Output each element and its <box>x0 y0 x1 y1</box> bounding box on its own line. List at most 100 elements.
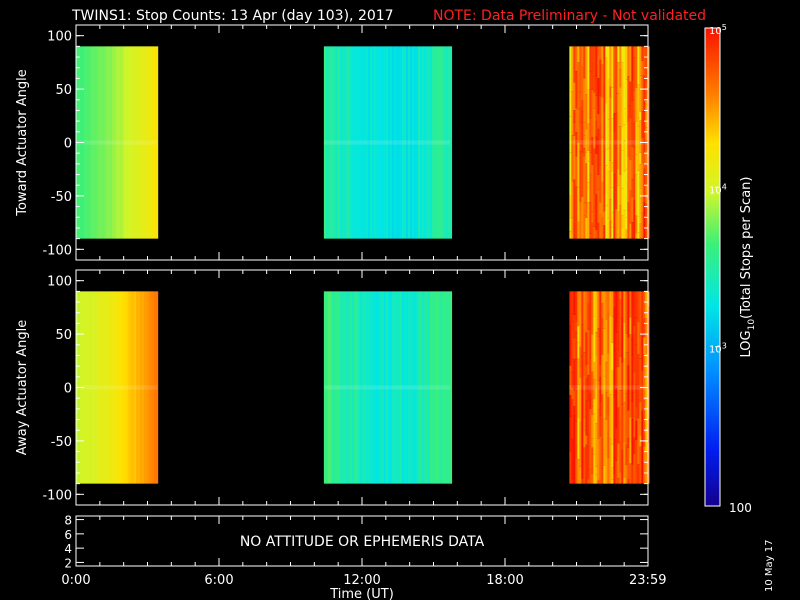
colorbar-tick-label: 100 <box>729 501 752 515</box>
colorbar-cell <box>705 214 720 217</box>
heatmap-cell <box>323 291 327 484</box>
heatmap-cell <box>643 215 646 225</box>
colorbar-cell <box>705 94 720 97</box>
heatmap-cell <box>641 291 644 337</box>
heatmap-cell <box>575 186 578 220</box>
heatmap-block <box>569 46 650 239</box>
colorbar-cell <box>705 274 720 277</box>
heatmap-cell <box>605 482 608 484</box>
colorbar-cell <box>705 40 720 43</box>
heatmap-cell <box>427 46 431 239</box>
heatmap-cell <box>327 46 331 239</box>
heatmap-cell <box>573 46 576 83</box>
heatmap-cell <box>569 152 572 196</box>
colorbar-cell <box>705 328 720 331</box>
heatmap-cell <box>643 291 646 319</box>
heatmap-cell <box>569 451 572 484</box>
heatmap-cell <box>627 352 630 366</box>
colorbar-cell <box>705 114 720 117</box>
heatmap-cell <box>417 46 421 239</box>
heatmap-cell <box>591 473 594 484</box>
heatmap-cell <box>581 111 584 153</box>
heatmap-cell <box>611 46 614 88</box>
heatmap-cell <box>569 218 572 232</box>
heatmap-cell <box>581 100 584 112</box>
heatmap-cell <box>613 473 616 484</box>
heatmap-cell <box>569 416 572 452</box>
colorbar-cell <box>705 196 720 199</box>
colorbar-cell <box>705 276 720 279</box>
heatmap-cell <box>639 312 642 359</box>
y-tick-label: -50 <box>51 435 72 450</box>
heatmap-cell <box>609 46 612 87</box>
heatmap-cell <box>605 291 608 320</box>
colorbar-cell <box>705 504 720 507</box>
heatmap-cell <box>347 291 351 484</box>
heatmap-cell <box>605 392 608 421</box>
heatmap-cell <box>397 46 401 239</box>
heatmap-cell <box>595 332 598 356</box>
colorbar-cell <box>705 36 720 39</box>
colorbar-cell <box>705 238 720 241</box>
heatmap-cell <box>323 46 327 239</box>
colorbar-cell <box>705 452 720 455</box>
heatmap-cell <box>443 291 447 484</box>
heatmap-cell <box>367 46 371 239</box>
heatmap-cell <box>645 81 648 101</box>
heatmap-cell <box>635 215 638 234</box>
colorbar-cell <box>705 482 720 485</box>
colorbar-tick-label: 105 <box>709 23 727 37</box>
heatmap-cell <box>597 479 600 484</box>
heatmap-cell <box>577 62 580 110</box>
heatmap-cell <box>449 291 453 484</box>
heatmap-cell <box>144 291 147 484</box>
heatmap-cell <box>607 414 610 434</box>
heatmap-cell <box>595 355 598 389</box>
heatmap-cell <box>611 342 614 371</box>
heatmap-cell <box>399 291 403 484</box>
heatmap-cell <box>605 192 608 206</box>
heatmap-cell <box>641 336 644 371</box>
heatmap-cell <box>593 379 596 400</box>
colorbar-cell <box>705 190 720 193</box>
y-axis-label: Toward Actuator Angle <box>15 69 30 216</box>
heatmap-cell <box>613 457 616 474</box>
colorbar-cell <box>705 468 720 471</box>
colorbar-cell <box>705 294 720 297</box>
heatmap-cell <box>595 291 598 333</box>
heatmap-cell <box>106 46 109 239</box>
heatmap-cell <box>589 357 592 394</box>
heatmap-cell <box>609 438 612 471</box>
heatmap-cell <box>641 75 644 112</box>
y-tick-label: 100 <box>47 275 72 290</box>
colorbar-cell <box>705 312 720 315</box>
colorbar-cell <box>705 242 720 245</box>
heatmap-cell <box>577 384 580 418</box>
colorbar-cell <box>705 188 720 191</box>
heatmap-cell <box>98 291 101 484</box>
heatmap-cell <box>643 152 646 169</box>
colorbar-cell <box>705 240 720 243</box>
heatmap-cell <box>599 365 602 377</box>
heatmap-cell <box>635 344 638 385</box>
heatmap-cell <box>623 358 626 403</box>
heatmap-cell <box>641 137 644 164</box>
colorbar-cell <box>705 390 720 393</box>
heatmap-cell <box>581 324 584 357</box>
heatmap-cell <box>637 232 640 239</box>
heatmap-cell <box>619 237 622 239</box>
heatmap-cell <box>150 291 153 484</box>
colorbar-cell <box>705 354 720 357</box>
colorbar-cell <box>705 438 720 441</box>
heatmap-cell <box>595 230 598 239</box>
heatmap-cell <box>383 291 387 484</box>
heatmap-cell <box>583 122 586 136</box>
colorbar-cell <box>705 178 720 181</box>
heatmap-cell <box>575 458 578 484</box>
colorbar-cell <box>705 164 720 167</box>
heatmap-cell <box>331 291 335 484</box>
heatmap-cell <box>597 291 600 329</box>
heatmap-cell <box>425 46 429 239</box>
colorbar-cell <box>705 176 720 179</box>
heatmap-cell <box>635 317 638 345</box>
